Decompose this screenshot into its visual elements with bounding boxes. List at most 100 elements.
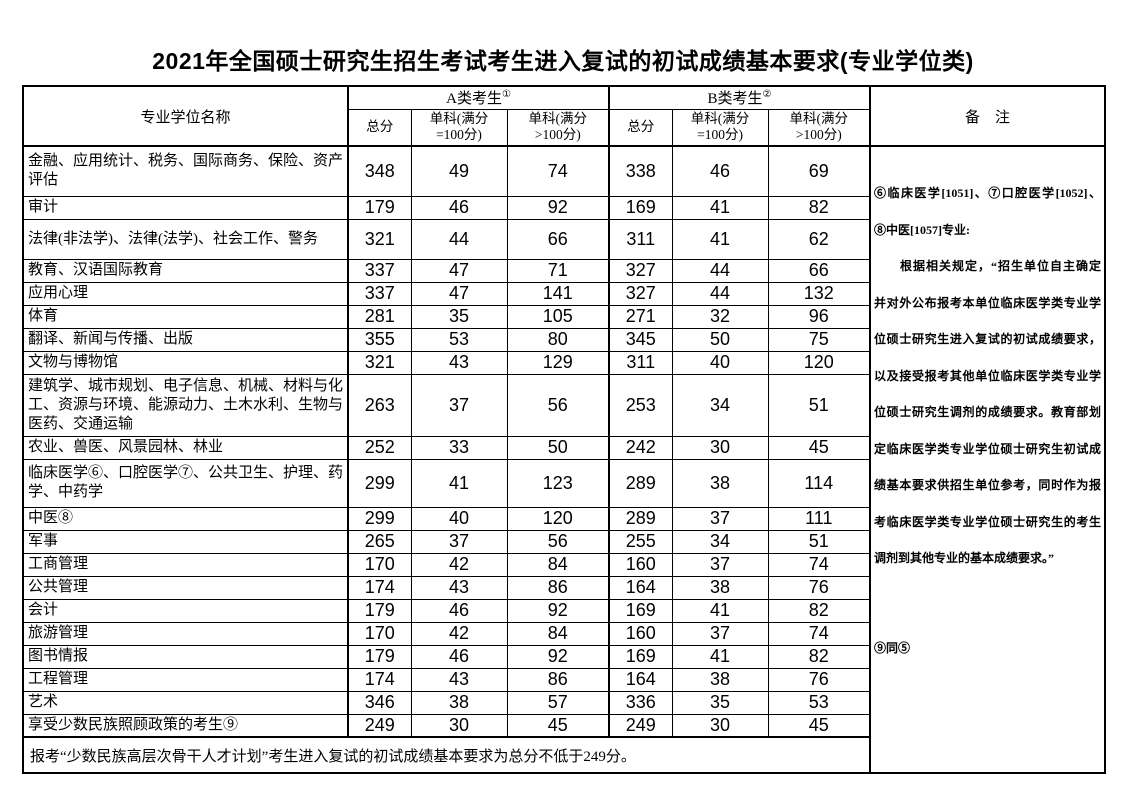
score-cell: 311 bbox=[608, 218, 673, 260]
score-cell: 348 bbox=[347, 145, 412, 197]
score-cell: 40 bbox=[410, 506, 508, 531]
remark-line: 定临床医学类专业学位硕士研究生初试成 bbox=[874, 441, 1102, 456]
program-name: 享受少数民族照顾政策的考生⑨ bbox=[22, 713, 349, 738]
col-header-b-total: 总分 bbox=[608, 108, 673, 147]
score-cell: 86 bbox=[506, 667, 610, 692]
col-header-name: 专业学位名称 bbox=[22, 85, 349, 147]
score-cell: 160 bbox=[608, 552, 673, 577]
score-cell: 38 bbox=[671, 575, 769, 600]
score-cell: 44 bbox=[671, 258, 769, 283]
score-cell: 46 bbox=[410, 598, 508, 623]
score-cell: 327 bbox=[608, 258, 673, 283]
group-b-footnote-mark: ② bbox=[762, 89, 772, 101]
score-cell: 47 bbox=[410, 281, 508, 306]
score-cell: 84 bbox=[506, 621, 610, 646]
score-cell: 253 bbox=[608, 373, 673, 437]
score-cell: 74 bbox=[767, 621, 871, 646]
score-cell: 71 bbox=[506, 258, 610, 283]
score-cell: 96 bbox=[767, 304, 871, 329]
score-cell: 76 bbox=[767, 575, 871, 600]
score-cell: 38 bbox=[671, 667, 769, 692]
score-cell: 337 bbox=[347, 281, 412, 306]
score-cell: 281 bbox=[347, 304, 412, 329]
score-cell: 179 bbox=[347, 644, 412, 669]
program-name: 工商管理 bbox=[22, 552, 349, 577]
score-cell: 30 bbox=[671, 435, 769, 460]
score-cell: 86 bbox=[506, 575, 610, 600]
score-cell: 160 bbox=[608, 621, 673, 646]
score-cell: 44 bbox=[671, 281, 769, 306]
score-cell: 74 bbox=[767, 552, 871, 577]
score-cell: 80 bbox=[506, 327, 610, 352]
program-name: 应用心理 bbox=[22, 281, 349, 306]
score-cell: 34 bbox=[671, 529, 769, 554]
score-cell: 299 bbox=[347, 458, 412, 508]
score-cell: 179 bbox=[347, 598, 412, 623]
score-cell: 271 bbox=[608, 304, 673, 329]
score-cell: 37 bbox=[410, 373, 508, 437]
score-cell: 51 bbox=[767, 373, 871, 437]
col-header-b-single-eq100: 单科(满分 =100分) bbox=[671, 108, 769, 147]
score-cell: 92 bbox=[506, 598, 610, 623]
remark-line: 并对外公布报考本单位临床医学类专业学 bbox=[874, 295, 1102, 310]
score-cell: 169 bbox=[608, 644, 673, 669]
score-cell: 42 bbox=[410, 621, 508, 646]
program-name: 金融、应用统计、税务、国际商务、保险、资产评估 bbox=[22, 145, 349, 197]
score-cell: 41 bbox=[671, 644, 769, 669]
score-cell: 30 bbox=[671, 713, 769, 738]
score-cell: 92 bbox=[506, 195, 610, 220]
score-cell: 242 bbox=[608, 435, 673, 460]
score-cell: 311 bbox=[608, 350, 673, 375]
score-cell: 66 bbox=[767, 258, 871, 283]
program-name: 临床医学⑥、口腔医学⑦、公共卫生、护理、药学、中药学 bbox=[22, 458, 349, 508]
score-cell: 337 bbox=[347, 258, 412, 283]
score-cell: 32 bbox=[671, 304, 769, 329]
score-cell: 38 bbox=[671, 458, 769, 508]
score-cell: 252 bbox=[347, 435, 412, 460]
remark-line: 绩基本要求供招生单位参考，同时作为报 bbox=[874, 478, 1102, 492]
score-cell: 37 bbox=[671, 506, 769, 531]
score-cell: 84 bbox=[506, 552, 610, 577]
program-name: 法律(非法学)、法律(法学)、社会工作、警务 bbox=[22, 218, 349, 260]
col-header-group-b: B类考生② bbox=[608, 85, 871, 110]
score-cell: 45 bbox=[767, 435, 871, 460]
score-cell: 38 bbox=[410, 690, 508, 715]
program-name: 图书情报 bbox=[22, 644, 349, 669]
program-name: 工程管理 bbox=[22, 667, 349, 692]
score-cell: 346 bbox=[347, 690, 412, 715]
col-header-a-total: 总分 bbox=[347, 108, 412, 147]
score-cell: 321 bbox=[347, 350, 412, 375]
score-cell: 120 bbox=[767, 350, 871, 375]
score-cell: 289 bbox=[608, 506, 673, 531]
score-cell: 62 bbox=[767, 218, 871, 260]
score-cell: 120 bbox=[506, 506, 610, 531]
remarks-cell: ⑥临床医学[1051]、⑦口腔医学[1052]、 ⑧中医[1057]专业: 根据… bbox=[869, 145, 1106, 774]
score-cell: 336 bbox=[608, 690, 673, 715]
score-cell: 82 bbox=[767, 598, 871, 623]
remark-line: 调剂到其他专业的基本成绩要求。” bbox=[874, 551, 1055, 565]
score-cell: 40 bbox=[671, 350, 769, 375]
score-cell: 263 bbox=[347, 373, 412, 437]
score-cell: 169 bbox=[608, 598, 673, 623]
program-name: 军事 bbox=[22, 529, 349, 554]
score-cell: 355 bbox=[347, 327, 412, 352]
score-cell: 132 bbox=[767, 281, 871, 306]
score-cell: 327 bbox=[608, 281, 673, 306]
score-cell: 66 bbox=[506, 218, 610, 260]
score-cell: 338 bbox=[608, 145, 673, 197]
score-cell: 179 bbox=[347, 195, 412, 220]
program-name: 艺术 bbox=[22, 690, 349, 715]
col-header-a-single-eq100: 单科(满分 =100分) bbox=[410, 108, 508, 147]
remark-line: 根据相关规定，“招生单位自主确定 bbox=[874, 259, 1102, 273]
score-cell: 74 bbox=[506, 145, 610, 197]
score-cell: 164 bbox=[608, 667, 673, 692]
remark-line: 位硕士研究生调剂的成绩要求。教育部划 bbox=[874, 405, 1102, 419]
score-cell: 82 bbox=[767, 644, 871, 669]
remark-line: 位硕士研究生进入复试的初试成绩要求， bbox=[874, 332, 1102, 346]
score-cell: 50 bbox=[671, 327, 769, 352]
score-cell: 164 bbox=[608, 575, 673, 600]
score-cell: 255 bbox=[608, 529, 673, 554]
score-cell: 46 bbox=[410, 644, 508, 669]
program-name: 文物与博物馆 bbox=[22, 350, 349, 375]
